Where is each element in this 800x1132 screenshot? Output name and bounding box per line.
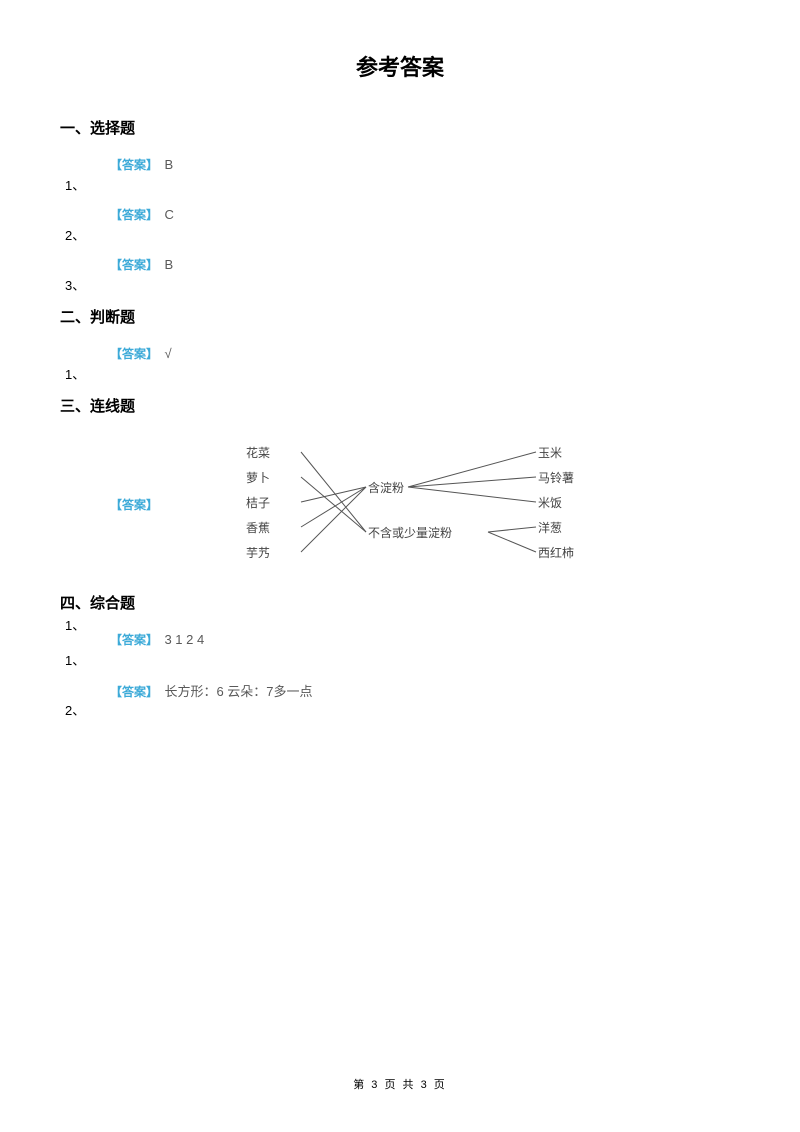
comprehensive-answer-2: 2、 【答案】 长方形：6 云朵：7多一点 [110,681,740,711]
answer-number: 1、 [65,364,85,383]
match-answer-1: 1、 【答案】 花菜萝卜桔子香蕉芋艿含淀粉不含或少量淀粉玉米马铃薯米饭洋葱西红柿 [110,434,740,574]
choice-answers: 1、 【答案】 B 2、 【答案】 C 3、 【答案】 B [110,156,740,286]
answer-value: B [164,257,173,272]
answer-number: 1、 [65,615,85,634]
section-comprehensive-heading: 四、综合题 [60,592,740,613]
answer-label: 【答案】 [110,258,158,272]
choice-answer-1: 1、 【答案】 B [110,156,740,186]
match-diagram: 花菜萝卜桔子香蕉芋艿含淀粉不含或少量淀粉玉米马铃薯米饭洋葱西红柿 [188,434,688,574]
answer-label: 【答案】 [110,208,158,222]
choice-answer-3: 3、 【答案】 B [110,256,740,286]
answer-label: 【答案】 [110,633,158,647]
answer-label: 【答案】 [110,347,158,361]
comprehensive-answer-1: 1、 【答案】 3 1 2 4 [110,631,740,661]
answer-number: 2、 [65,225,85,244]
choice-answer-2: 2、 【答案】 C [110,206,740,236]
answer-value: √ [164,346,171,361]
answer-label: 【答案】 [110,496,158,513]
judge-answer-1: 1、 【答案】 √ [110,345,740,375]
answer-number: 1、 [65,650,85,669]
section-judge-heading: 二、判断题 [60,306,740,327]
answer-value: 3 1 2 4 [164,632,204,647]
answer-label: 【答案】 [110,158,158,172]
page-footer: 第 3 页 共 3 页 [0,1076,800,1092]
answer-value: B [164,157,173,172]
answer-value: 长方形：6 云朵：7多一点 [164,684,312,699]
match-answers: 1、 【答案】 花菜萝卜桔子香蕉芋艿含淀粉不含或少量淀粉玉米马铃薯米饭洋葱西红柿 [110,434,740,574]
answer-number: 2、 [65,700,85,719]
judge-answers: 1、 【答案】 √ [110,345,740,375]
answer-number: 1、 [65,175,85,194]
answer-value: C [164,207,173,222]
section-choice-heading: 一、选择题 [60,117,740,138]
answer-label: 【答案】 [110,685,158,699]
page-title: 参考答案 [60,50,740,82]
answer-number: 3、 [65,275,85,294]
section-match-heading: 三、连线题 [60,395,740,416]
comprehensive-answers: 1、 【答案】 3 1 2 4 2、 【答案】 长方形：6 云朵：7多一点 [110,631,740,711]
